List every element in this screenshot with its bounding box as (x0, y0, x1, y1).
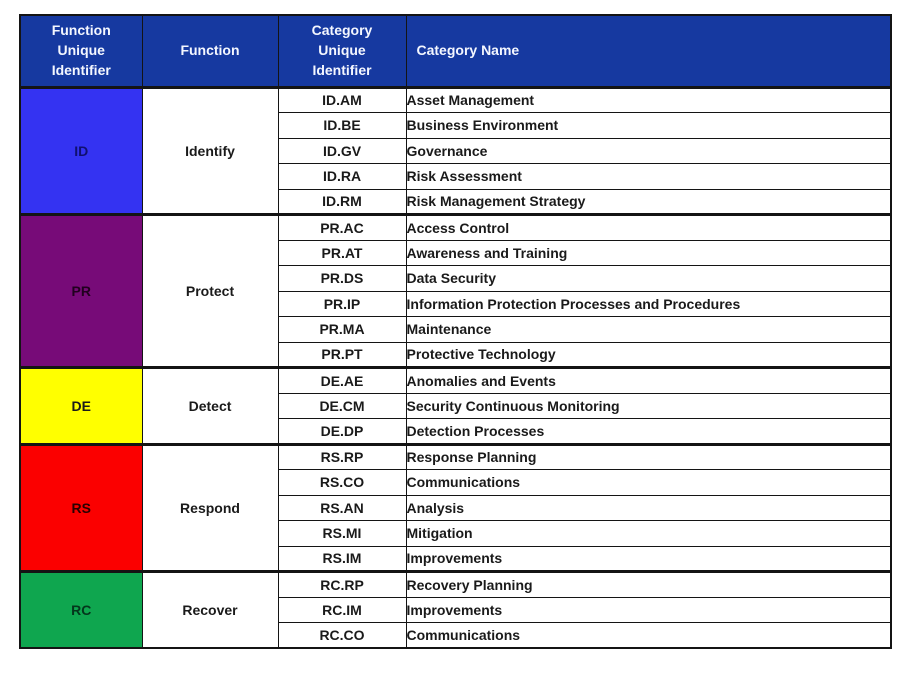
category-name-cell: Risk Management Strategy (405, 188, 892, 215)
category-name-cell: Detection Processes (405, 418, 892, 445)
category-id-cell: RS.CO (277, 469, 407, 496)
category-name-cell: Data Security (405, 265, 892, 292)
category-name-cell: Communications (405, 469, 892, 496)
table-row: RS.IM Improvements (20, 545, 892, 572)
function-id-cell: PR (19, 213, 143, 368)
category-name-cell: Recovery Planning (405, 570, 892, 598)
table-header-row: Function Unique Identifier Function Cate… (19, 14, 892, 88)
table-row: PR Protect PR.AC Access Control (19, 213, 892, 368)
category-name-cell: Mitigation (405, 520, 892, 547)
function-name-cell: Protect (141, 213, 279, 368)
table-row: DE Detect DE.AE Anomalies and Events (19, 366, 892, 445)
category-name-cell: Communications (405, 622, 892, 649)
category-name-cell: Awareness and Training (405, 239, 892, 266)
category-name-cell: Asset Management (405, 85, 892, 113)
category-name-cell: Analysis (405, 494, 892, 521)
category-id-cell: PR.AC (277, 213, 407, 241)
category-id-cell: PR.DS (277, 265, 407, 292)
category-name-cell: Security Continuous Monitoring (405, 392, 892, 419)
category-id-cell: ID.AM (277, 85, 407, 113)
table-row: ID.GV Governance (20, 137, 892, 164)
function-id-cell: RC (19, 570, 143, 649)
category-name-cell: Governance (405, 137, 892, 164)
header-function: Function (141, 14, 279, 88)
category-name-cell: Business Environment (405, 112, 892, 139)
category-id-cell: DE.CM (277, 392, 407, 419)
category-name-cell: Improvements (405, 596, 892, 623)
table-row: RC.IM Improvements (20, 596, 892, 623)
category-name-cell: Protective Technology (405, 341, 892, 368)
category-id-cell: ID.GV (277, 137, 407, 164)
function-name-cell: Recover (141, 570, 279, 649)
table-row: PR.IP Information Protection Processes an… (20, 290, 892, 317)
function-name-cell: Identify (141, 85, 279, 215)
category-name-cell: Access Control (405, 213, 892, 241)
table-row: DE.CM Security Continuous Monitoring (20, 392, 892, 419)
table-row: RS.AN Analysis (20, 494, 892, 521)
table-row: RS.CO Communications (20, 469, 892, 496)
category-id-cell: PR.AT (277, 239, 407, 266)
category-id-cell: RC.IM (277, 596, 407, 623)
function-id-cell: RS (19, 442, 143, 572)
table-row: RC Recover RC.RP Recovery Planning (19, 570, 892, 649)
category-name-cell: Improvements (405, 545, 892, 572)
header-category-unique-identifier: Category Unique Identifier (277, 14, 407, 88)
table-row: PR.AT Awareness and Training (20, 239, 892, 266)
category-name-cell: Response Planning (405, 442, 892, 470)
category-name-cell: Anomalies and Events (405, 366, 892, 394)
function-name-cell: Detect (141, 366, 279, 445)
category-id-cell: PR.MA (277, 316, 407, 343)
category-name-cell: Maintenance (405, 316, 892, 343)
category-id-cell: RS.RP (277, 442, 407, 470)
category-id-cell: RC.CO (277, 622, 407, 649)
category-id-cell: RS.MI (277, 520, 407, 547)
category-name-cell: Risk Assessment (405, 163, 892, 190)
category-id-cell: DE.DP (277, 418, 407, 445)
function-id-cell: DE (19, 366, 143, 445)
table-row: PR.DS Data Security (20, 265, 892, 292)
category-id-cell: DE.AE (277, 366, 407, 394)
category-id-cell: ID.RM (277, 188, 407, 215)
category-id-cell: PR.IP (277, 290, 407, 317)
category-id-cell: ID.RA (277, 163, 407, 190)
category-id-cell: RS.AN (277, 494, 407, 521)
category-id-cell: RS.IM (277, 545, 407, 572)
table-row: ID.BE Business Environment (20, 112, 892, 139)
header-category-name: Category Name (405, 14, 892, 88)
function-name-cell: Respond (141, 442, 279, 572)
category-id-cell: ID.BE (277, 112, 407, 139)
table-row: RS Respond RS.RP Response Planning (19, 442, 892, 572)
table-row: ID.RA Risk Assessment (20, 163, 892, 190)
category-id-cell: RC.RP (277, 570, 407, 598)
function-id-cell: ID (19, 85, 143, 215)
table-row: RS.MI Mitigation (20, 520, 892, 547)
table-row: RC.CO Communications (20, 622, 892, 649)
header-function-unique-identifier: Function Unique Identifier (19, 14, 143, 88)
category-name-cell: Information Protection Processes and Pro… (405, 290, 892, 317)
table-row: PR.MA Maintenance (20, 316, 892, 343)
table-row: ID Identify ID.AM Asset Management (19, 85, 892, 215)
table-row: ID.RM Risk Management Strategy (20, 188, 892, 215)
category-id-cell: PR.PT (277, 341, 407, 368)
nist-csf-functions-categories-table: Function Unique Identifier Function Cate… (19, 14, 892, 649)
